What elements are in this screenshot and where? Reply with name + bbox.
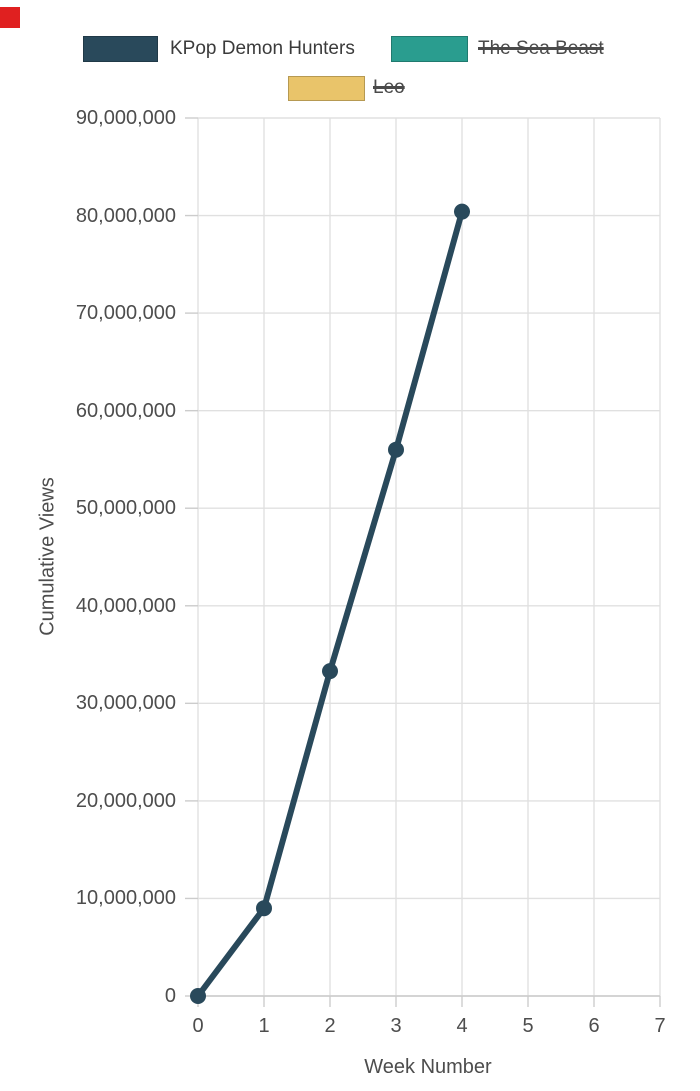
- y-tick-label: 0: [164, 985, 176, 1007]
- x-tick-label: 7: [654, 1015, 666, 1037]
- x-tick-label: 6: [588, 1015, 600, 1037]
- y-tick-label: 30,000,000: [75, 692, 176, 715]
- data-point-marker: [454, 203, 470, 220]
- legend-swatch-the-sea-beast: [391, 36, 468, 62]
- data-point-marker: [322, 663, 338, 680]
- legend-label-kpop-demon-hunters: KPop Demon Hunters: [170, 38, 355, 59]
- data-point-marker: [190, 988, 206, 1004]
- legend-label-leo: Leo: [373, 77, 405, 98]
- y-tick-label: 90,000,000: [75, 107, 176, 129]
- data-point-marker: [388, 441, 404, 458]
- y-tick-label: 10,000,000: [75, 887, 176, 910]
- red-corner-marker: [0, 7, 20, 28]
- legend-swatch-leo: [288, 75, 365, 101]
- y-tick-label: 70,000,000: [75, 302, 176, 325]
- x-tick-label: 3: [390, 1015, 402, 1037]
- x-tick-label: 5: [522, 1015, 534, 1037]
- y-tick-label: 40,000,000: [75, 594, 176, 617]
- x-tick-label: 1: [258, 1015, 270, 1037]
- legend-item-leo[interactable]: Leo: [288, 75, 405, 101]
- legend-item-kpop-demon-hunters[interactable]: KPop Demon Hunters: [83, 36, 355, 62]
- y-tick-label: 60,000,000: [75, 399, 176, 422]
- x-axis-title: Week Number: [364, 1056, 492, 1078]
- data-point-marker: [256, 900, 272, 917]
- legend-item-the-sea-beast[interactable]: The Sea Beast: [391, 36, 604, 62]
- legend-swatch-kpop-demon-hunters: [83, 36, 158, 62]
- x-tick-label: 0: [192, 1015, 204, 1037]
- y-tick-label: 20,000,000: [75, 789, 176, 812]
- y-axis-title: Cumulative Views: [36, 477, 59, 636]
- y-tick-label: 50,000,000: [75, 497, 176, 520]
- x-tick-label: 4: [456, 1015, 468, 1037]
- x-tick-label: 2: [324, 1015, 336, 1037]
- y-tick-label: 80,000,000: [75, 204, 176, 227]
- legend-label-the-sea-beast: The Sea Beast: [478, 38, 604, 59]
